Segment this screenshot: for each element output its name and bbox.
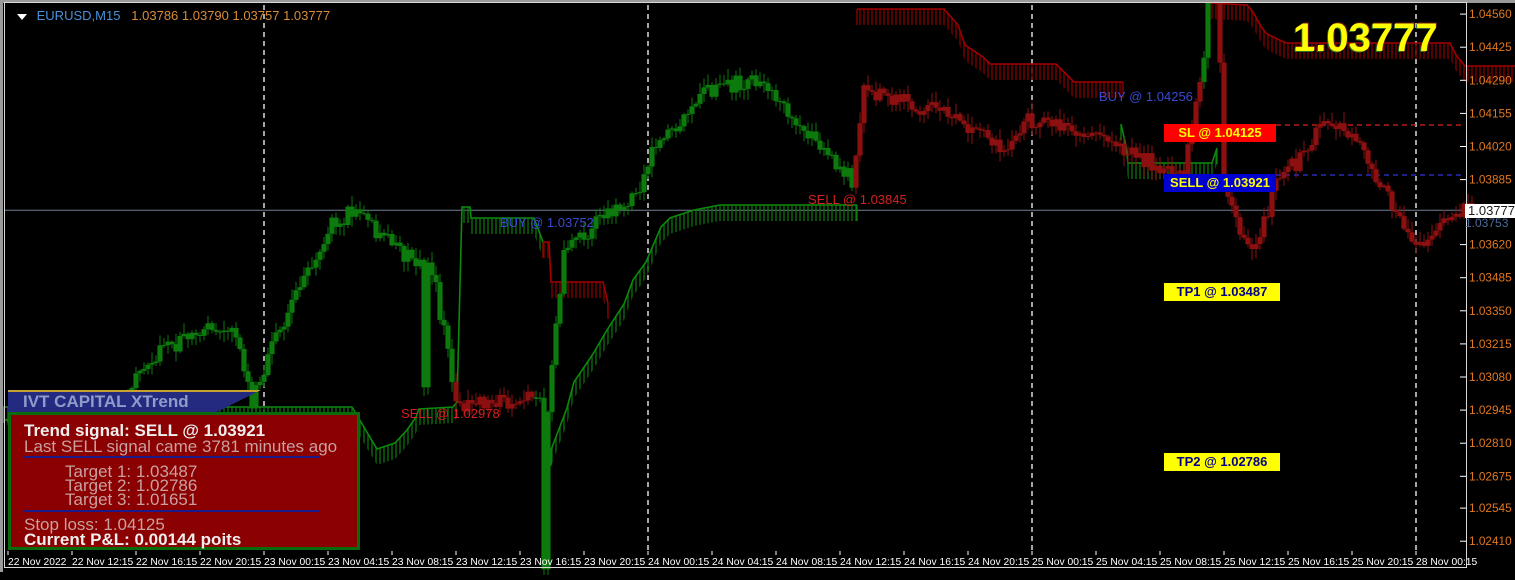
svg-text:24 Nov 04:15: 24 Nov 04:15 bbox=[712, 557, 774, 568]
svg-text:1.02675: 1.02675 bbox=[1469, 469, 1512, 483]
svg-text:1.03620: 1.03620 bbox=[1469, 238, 1512, 252]
svg-text:1.04560: 1.04560 bbox=[1469, 7, 1512, 21]
svg-text:23 Nov 08:15: 23 Nov 08:15 bbox=[392, 557, 454, 568]
svg-text:24 Nov 20:15: 24 Nov 20:15 bbox=[968, 557, 1030, 568]
svg-text:25 Nov 00:15: 25 Nov 00:15 bbox=[1032, 557, 1094, 568]
svg-text:1.03485: 1.03485 bbox=[1469, 271, 1512, 285]
svg-text:1.04290: 1.04290 bbox=[1469, 73, 1512, 87]
svg-text:1.03885: 1.03885 bbox=[1469, 173, 1512, 187]
svg-text:1.02810: 1.02810 bbox=[1469, 436, 1512, 450]
svg-text:1.04155: 1.04155 bbox=[1469, 106, 1512, 120]
svg-text:1.04020: 1.04020 bbox=[1469, 140, 1512, 154]
svg-text:1.02945: 1.02945 bbox=[1469, 403, 1512, 417]
svg-text:25 Nov 08:15: 25 Nov 08:15 bbox=[1160, 557, 1222, 568]
svg-text:1.04425: 1.04425 bbox=[1469, 40, 1512, 54]
svg-text:22 Nov 16:15: 22 Nov 16:15 bbox=[136, 557, 198, 568]
svg-text:23 Nov 04:15: 23 Nov 04:15 bbox=[328, 557, 390, 568]
svg-text:24 Nov 16:15: 24 Nov 16:15 bbox=[904, 557, 966, 568]
svg-text:23 Nov 00:15: 23 Nov 00:15 bbox=[264, 557, 326, 568]
svg-text:23 Nov 16:15: 23 Nov 16:15 bbox=[520, 557, 582, 568]
svg-text:24 Nov 12:15: 24 Nov 12:15 bbox=[840, 557, 902, 568]
svg-text:1.03080: 1.03080 bbox=[1469, 370, 1512, 384]
svg-text:24 Nov 00:15: 24 Nov 00:15 bbox=[648, 557, 710, 568]
svg-text:22 Nov 2022: 22 Nov 2022 bbox=[8, 557, 67, 568]
svg-text:22 Nov 12:15: 22 Nov 12:15 bbox=[72, 557, 134, 568]
svg-text:23 Nov 20:15: 23 Nov 20:15 bbox=[584, 557, 646, 568]
svg-text:25 Nov 20:15: 25 Nov 20:15 bbox=[1352, 557, 1414, 568]
svg-text:28 Nov 00:15: 28 Nov 00:15 bbox=[1416, 557, 1478, 568]
svg-text:23 Nov 12:15: 23 Nov 12:15 bbox=[456, 557, 518, 568]
svg-text:1.03350: 1.03350 bbox=[1469, 304, 1512, 318]
svg-text:24 Nov 08:15: 24 Nov 08:15 bbox=[776, 557, 838, 568]
svg-text:25 Nov 04:15: 25 Nov 04:15 bbox=[1096, 557, 1158, 568]
svg-text:1.03215: 1.03215 bbox=[1469, 337, 1512, 351]
svg-text:22 Nov 20:15: 22 Nov 20:15 bbox=[200, 557, 262, 568]
svg-text:25 Nov 16:15: 25 Nov 16:15 bbox=[1288, 557, 1350, 568]
svg-text:1.02545: 1.02545 bbox=[1469, 501, 1512, 515]
svg-text:25 Nov 12:15: 25 Nov 12:15 bbox=[1224, 557, 1286, 568]
svg-text:1.02410: 1.02410 bbox=[1469, 534, 1512, 548]
